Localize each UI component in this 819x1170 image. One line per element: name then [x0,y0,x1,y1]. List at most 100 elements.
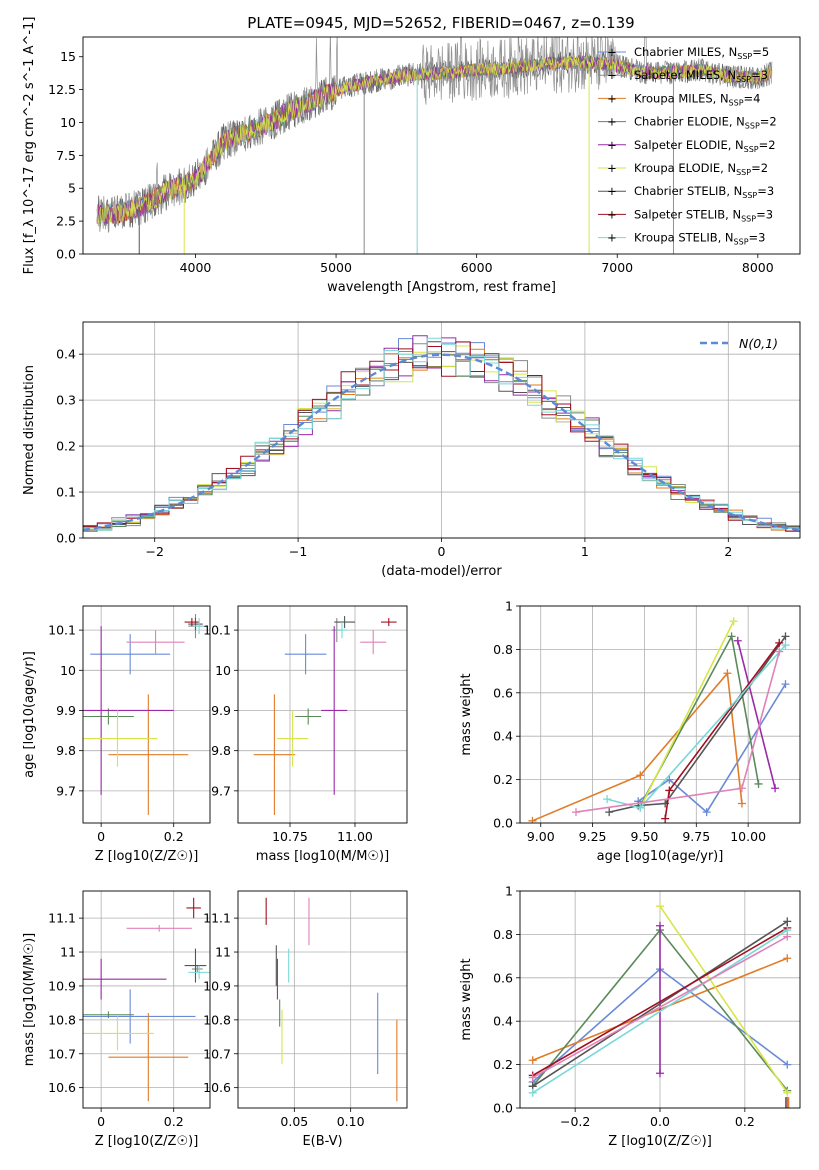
legend-subscript: SSP [736,168,751,177]
gaussian-curve [83,353,800,532]
x-tick-label: 9.75 [682,829,710,844]
x-axis-label: Z [log10(Z/Z☉)] [608,1134,712,1149]
weight-marker [781,641,790,650]
legend-marker: + [607,68,617,82]
axes-frame [82,605,211,824]
weight-marker [754,779,763,788]
points-group [83,614,205,815]
x-tick-label: −1 [289,544,307,559]
y-tick-label: 9.7 [56,783,76,798]
y-tick-label: 10.6 [48,1080,76,1095]
legend-label: Kroupa MILES, NSSP=4 [634,91,760,107]
y-tick-label: 9.7 [211,783,231,798]
legend-subscript: SSP [744,145,759,154]
x-tick-label: 10.00 [730,829,766,844]
x-tick-label: 1 [581,544,589,559]
weight-marker [781,680,790,689]
y-tick-label: 0.4 [56,347,76,362]
legend-subscript: SSP [736,75,751,84]
x-tick-label: 11.00 [337,829,373,844]
weight-marker [603,795,612,804]
x-tick-label: 4000 [180,260,212,275]
y-tick-label: 1 [505,884,513,899]
weight-series-line [609,635,787,813]
legend-label: N(0,1) [739,336,778,351]
y-tick-label: 9.8 [56,743,76,758]
weight-marker [702,808,711,817]
weight-marker [636,771,645,780]
legend-subscript: SSP [742,191,757,200]
weight-marker [733,636,742,645]
y-tick-label: 0.2 [493,1057,513,1072]
y-tick-label: 10 [60,663,76,678]
figure-title: PLATE=0945, MJD=52652, FIBERID=0467, z=0… [247,14,634,32]
weight-marker [783,1088,792,1097]
legend-marker: + [607,231,617,245]
weight-marker [727,632,736,641]
y-tick-label: 10.8 [48,1012,76,1027]
weight-marker [528,1088,537,1097]
weight-series-line [532,927,788,1077]
weight-marker [783,954,792,963]
weight-series-line [532,935,788,1079]
weight-marker [775,638,784,647]
y-tick-label: 11.1 [203,911,231,926]
y-tick-label: 0.0 [493,1101,513,1116]
weight-marker [783,1060,792,1069]
y-tick-label: 0.6 [493,970,513,985]
y-tick-label: 10 [60,115,76,130]
y-tick-label: 10.6 [203,1080,231,1095]
y-tick-label: 5 [68,181,76,196]
y-tick-label: 0.6 [493,685,513,700]
y-tick-label: 11 [215,945,231,960]
legend-label: Salpeter ELODIE, NSSP=2 [634,138,776,154]
y-axis-label: Normed distribution [22,365,37,495]
legend-marker: + [607,184,617,198]
x-tick-label: 0.10 [337,1114,365,1129]
legend-marker: + [607,207,617,221]
y-axis-label: mass weight [459,958,474,1040]
y-tick-label: 2.5 [56,214,76,229]
y-axis-label: mass weight [459,673,474,755]
legend-count: =2 [759,138,776,152]
histogram-group [83,335,800,532]
legend-label: Chabrier MILES, NSSP=5 [634,45,769,61]
x-tick-label: 9.50 [631,829,659,844]
spectrum-lines [96,37,773,254]
legend-label: Chabrier STELIB, NSSP=3 [634,184,774,200]
y-tick-label: 0.0 [56,247,76,262]
weight-marker [605,808,614,817]
y-tick-label: 10.9 [48,978,76,993]
weight-marker [656,902,664,911]
axes-frame [82,36,801,255]
legend-label: Salpeter MILES, NSSP=3 [634,68,768,84]
y-tick-label: 0.2 [493,772,513,787]
y-tick-label: 9.9 [56,703,76,718]
weight-marker [636,803,645,812]
x-tick-label: 0.2 [164,829,184,844]
legend-subscript: SSP [737,52,752,61]
weight-marker [656,1069,664,1078]
axes-frame [519,605,801,824]
weight-marker [737,784,746,793]
y-tick-label: 10.1 [203,623,231,638]
spectrum-panel: 4000 5000 6000 7000 8000 0.0 2.5 5 7.5 10 12.5 15 wa… [22,17,801,295]
y-axis-label: Flux [f_λ 10^-17 erg cm^-2 s^-1 A^-1] [22,17,37,275]
y-tick-label: 0.0 [493,816,513,831]
legend-count: =4 [744,91,761,105]
y-tick-label: 0.4 [493,729,513,744]
weight-marker [661,814,670,823]
weight-vs-metallicity-panel: −0.2 0.0 0.2 0.0 0.2 0.4 0.6 0.8 1 Z [log10(Z/Z☉)… [459,884,801,1149]
legend-marker: + [607,45,617,59]
x-tick-label: 0.2 [735,1114,755,1129]
x-tick-label: 0 [97,1114,105,1129]
weight-series-line [639,634,760,806]
x-tick-label: 5000 [320,260,352,275]
y-tick-label: 0.1 [56,485,76,500]
x-tick-label: 7000 [601,260,633,275]
weight-vs-age-panel: 9.00 9.25 9.50 9.75 10.00 0.0 0.2 0.4 0.6 0.8 1 age… [459,599,801,864]
y-tick-label: 0.8 [493,927,513,942]
series-group [528,617,790,823]
weight-series-line [639,620,735,809]
weight-marker [783,932,792,941]
